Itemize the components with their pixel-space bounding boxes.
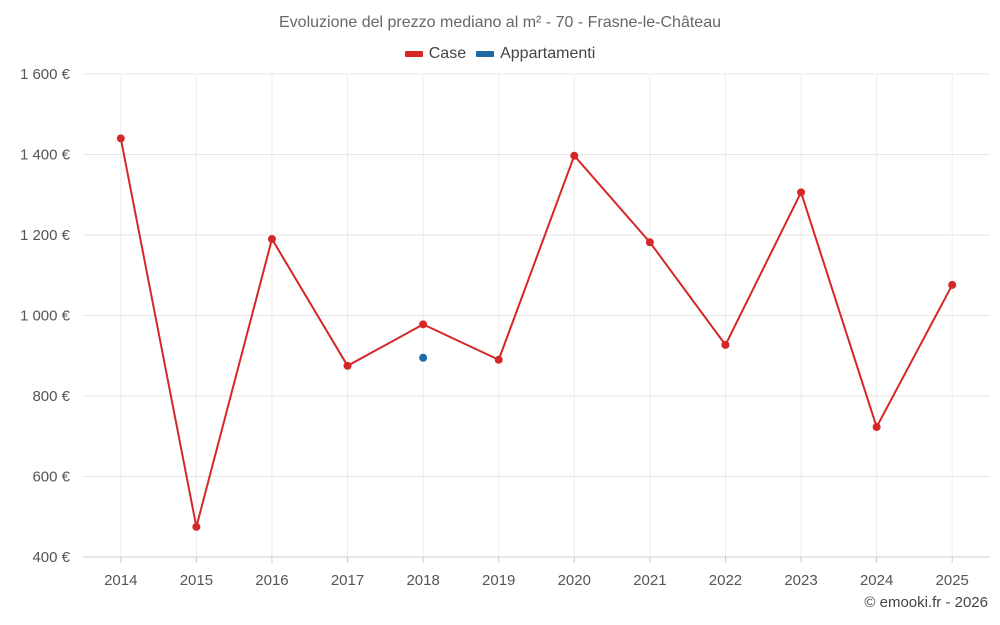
x-tick-label: 2018 xyxy=(406,572,439,589)
x-tick-label: 2020 xyxy=(558,572,591,589)
data-point-case-2025[interactable] xyxy=(948,280,957,289)
legend-item-appartamenti[interactable]: Appartamenti xyxy=(476,45,595,63)
x-tick-label: 2019 xyxy=(482,572,515,589)
x-tick-label: 2023 xyxy=(784,572,817,589)
x-tick-label: 2021 xyxy=(633,572,666,589)
data-point-case-2023[interactable] xyxy=(797,188,806,197)
data-point-appartamenti-2018[interactable] xyxy=(419,353,428,362)
x-tick-label: 2015 xyxy=(180,572,213,589)
data-point-case-2024[interactable] xyxy=(872,422,881,431)
y-tick-label: 1 600 € xyxy=(20,66,71,83)
y-tick-label: 600 € xyxy=(32,469,70,486)
data-point-case-2020[interactable] xyxy=(570,151,579,160)
credit-text: © emooki.fr - 2026 xyxy=(864,594,988,611)
data-point-case-2016[interactable] xyxy=(267,235,276,244)
data-point-case-2021[interactable] xyxy=(645,238,654,247)
y-tick-label: 1 400 € xyxy=(20,147,71,164)
data-point-case-2017[interactable] xyxy=(343,361,352,370)
data-point-case-2018[interactable] xyxy=(419,320,428,329)
x-tick-label: 2024 xyxy=(860,572,893,589)
legend-swatch-appartamenti xyxy=(476,51,495,57)
y-tick-label: 1 200 € xyxy=(20,227,71,244)
data-point-case-2014[interactable] xyxy=(116,134,125,143)
legend-label-case: Case xyxy=(428,45,467,62)
y-tick-label: 800 € xyxy=(32,388,70,405)
data-point-case-2019[interactable] xyxy=(494,355,503,364)
series-line-case xyxy=(119,138,954,528)
y-tick-label: 400 € xyxy=(32,549,70,566)
x-tick-label: 2016 xyxy=(255,572,288,589)
legend-item-case[interactable]: Case xyxy=(404,45,467,63)
chart-title: Evoluzione del prezzo mediano al m² - 70… xyxy=(279,14,721,31)
y-tick-label: 1 000 € xyxy=(20,308,71,325)
data-point-case-2022[interactable] xyxy=(721,340,730,349)
legend-label-appartamenti: Appartamenti xyxy=(500,45,596,62)
legend-swatch-case xyxy=(404,51,423,57)
data-point-case-2015[interactable] xyxy=(192,522,201,531)
x-tick-label: 2025 xyxy=(936,572,969,589)
x-tick-label: 2017 xyxy=(331,572,364,589)
x-tick-label: 2014 xyxy=(104,572,137,589)
chart-legend: Case Appartamenti xyxy=(0,45,1000,63)
x-tick-label: 2022 xyxy=(709,572,742,589)
